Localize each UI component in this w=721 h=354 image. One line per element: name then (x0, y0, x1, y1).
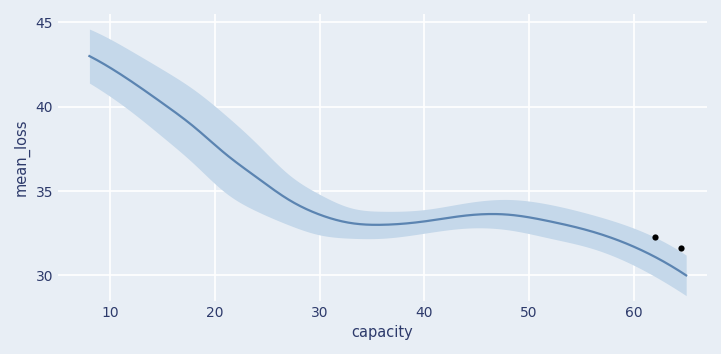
X-axis label: capacity: capacity (352, 325, 413, 340)
Point (649, 234, 660, 239)
Point (675, 246, 686, 251)
Y-axis label: mean_loss: mean_loss (14, 119, 30, 196)
